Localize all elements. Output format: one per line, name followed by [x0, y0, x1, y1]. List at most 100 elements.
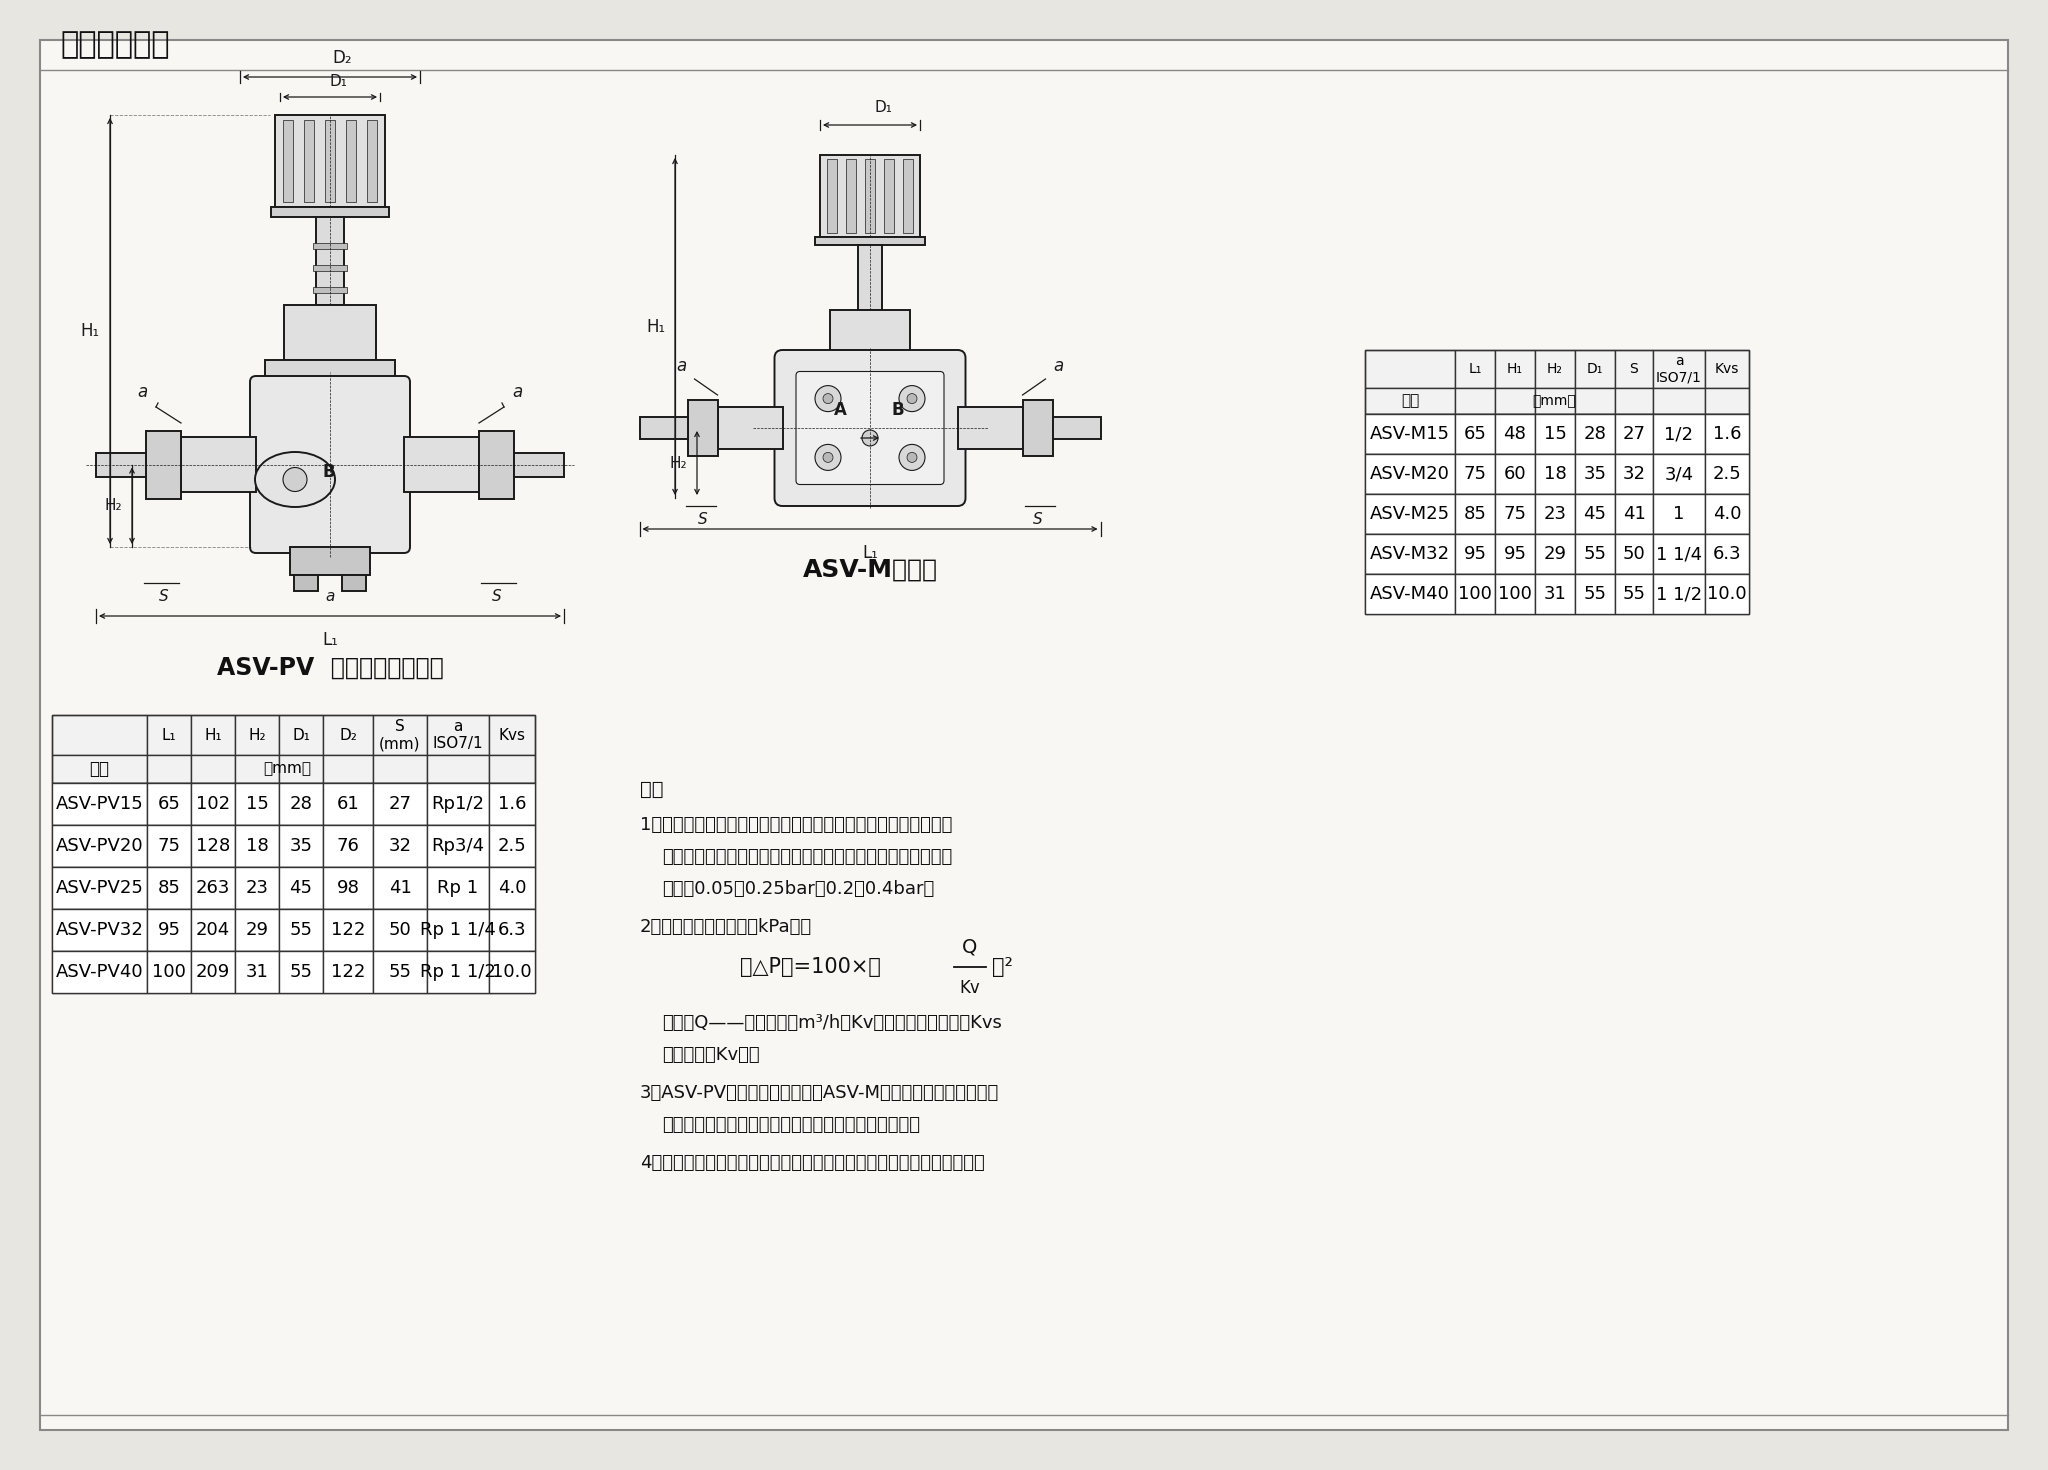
Bar: [858, 245, 883, 310]
Bar: [270, 207, 389, 218]
Bar: [1616, 573, 1653, 614]
Bar: [489, 908, 535, 951]
Bar: [295, 575, 317, 591]
Text: Rp3/4: Rp3/4: [432, 836, 485, 856]
Bar: [236, 908, 279, 951]
Bar: [1454, 454, 1495, 494]
Bar: [145, 431, 180, 498]
Bar: [827, 159, 836, 234]
Bar: [315, 218, 344, 304]
Bar: [51, 867, 535, 908]
Text: H₂: H₂: [248, 728, 266, 742]
Text: H₁: H₁: [205, 728, 221, 742]
Text: 18: 18: [1544, 465, 1567, 484]
Bar: [1575, 350, 1616, 388]
Text: S: S: [158, 589, 168, 604]
Bar: [51, 825, 147, 867]
Bar: [1536, 534, 1575, 573]
Bar: [51, 784, 535, 825]
Text: D₁: D₁: [1587, 362, 1604, 376]
Bar: [489, 867, 535, 908]
Text: a: a: [676, 357, 686, 375]
Bar: [426, 784, 489, 825]
Bar: [236, 756, 279, 784]
Bar: [1706, 350, 1749, 388]
Bar: [1653, 534, 1706, 573]
Bar: [1536, 494, 1575, 534]
Bar: [346, 121, 356, 201]
Text: 55: 55: [1583, 545, 1606, 563]
Text: 28: 28: [1583, 425, 1606, 442]
Bar: [51, 825, 535, 867]
Bar: [51, 714, 535, 784]
Bar: [236, 784, 279, 825]
Bar: [279, 908, 324, 951]
Text: 27: 27: [389, 795, 412, 813]
Bar: [342, 575, 367, 591]
Text: 55: 55: [289, 963, 313, 980]
FancyBboxPatch shape: [774, 350, 965, 506]
Bar: [815, 237, 926, 245]
Bar: [1366, 573, 1454, 614]
Bar: [313, 287, 346, 293]
Text: 55: 55: [1583, 585, 1606, 603]
Bar: [1706, 573, 1749, 614]
Bar: [324, 756, 373, 784]
Bar: [1575, 454, 1616, 494]
Bar: [1536, 415, 1575, 454]
Bar: [147, 908, 190, 951]
Bar: [1575, 573, 1616, 614]
Text: ASV-M32: ASV-M32: [1370, 545, 1450, 563]
Text: a: a: [1053, 357, 1063, 375]
Text: 2.5: 2.5: [498, 836, 526, 856]
Bar: [190, 784, 236, 825]
Text: 95: 95: [158, 922, 180, 939]
Text: 4．本页根据丹佛斯（天津）有限公司北京办事处提供的技术资料编制。: 4．本页根据丹佛斯（天津）有限公司北京办事处提供的技术资料编制。: [639, 1154, 985, 1172]
Bar: [819, 154, 920, 237]
Text: 相关尺寸见下表；同时具有泄水、注水和关断功能；差压设定: 相关尺寸见下表；同时具有泄水、注水和关断功能；差压设定: [662, 848, 952, 866]
Text: L₁: L₁: [322, 631, 338, 648]
Bar: [373, 756, 426, 784]
Bar: [846, 159, 856, 234]
Bar: [236, 867, 279, 908]
Bar: [285, 304, 377, 360]
Bar: [264, 360, 395, 382]
Text: 65: 65: [1464, 425, 1487, 442]
Bar: [96, 453, 145, 476]
Text: 和供水管路上，并注意水流方向与阀体上的标注一致。: 和供水管路上，并注意水流方向与阀体上的标注一致。: [662, 1116, 920, 1133]
Text: D₁: D₁: [874, 100, 893, 115]
Bar: [1366, 534, 1454, 573]
Bar: [829, 310, 909, 359]
Text: 65: 65: [158, 795, 180, 813]
Text: 3．ASV-PV自动差压式平衡阀和ASV-M关断阀应分别安装在回水: 3．ASV-PV自动差压式平衡阀和ASV-M关断阀应分别安装在回水: [639, 1083, 999, 1102]
Text: 95: 95: [1464, 545, 1487, 563]
Text: ASV-PV32: ASV-PV32: [55, 922, 143, 939]
Bar: [1454, 534, 1495, 573]
Text: 4.0: 4.0: [498, 879, 526, 897]
Text: 3/4: 3/4: [1665, 465, 1694, 484]
Bar: [324, 867, 373, 908]
Bar: [51, 951, 147, 994]
FancyBboxPatch shape: [250, 376, 410, 553]
Bar: [479, 431, 514, 498]
Bar: [1454, 573, 1495, 614]
Bar: [51, 714, 147, 756]
Bar: [1495, 573, 1536, 614]
Text: S
(mm): S (mm): [379, 719, 420, 751]
Bar: [51, 908, 147, 951]
Text: 45: 45: [289, 879, 313, 897]
Bar: [147, 951, 190, 994]
Bar: [489, 756, 535, 784]
Text: 6.3: 6.3: [498, 922, 526, 939]
Bar: [1053, 417, 1100, 440]
Bar: [147, 756, 190, 784]
Text: 35: 35: [1583, 465, 1606, 484]
Bar: [1454, 494, 1495, 534]
Text: 122: 122: [332, 963, 365, 980]
Text: 10.0: 10.0: [492, 963, 532, 980]
Bar: [373, 784, 426, 825]
Text: S: S: [1630, 362, 1638, 376]
Bar: [489, 714, 535, 756]
Text: 29: 29: [1544, 545, 1567, 563]
Text: B: B: [891, 401, 905, 419]
